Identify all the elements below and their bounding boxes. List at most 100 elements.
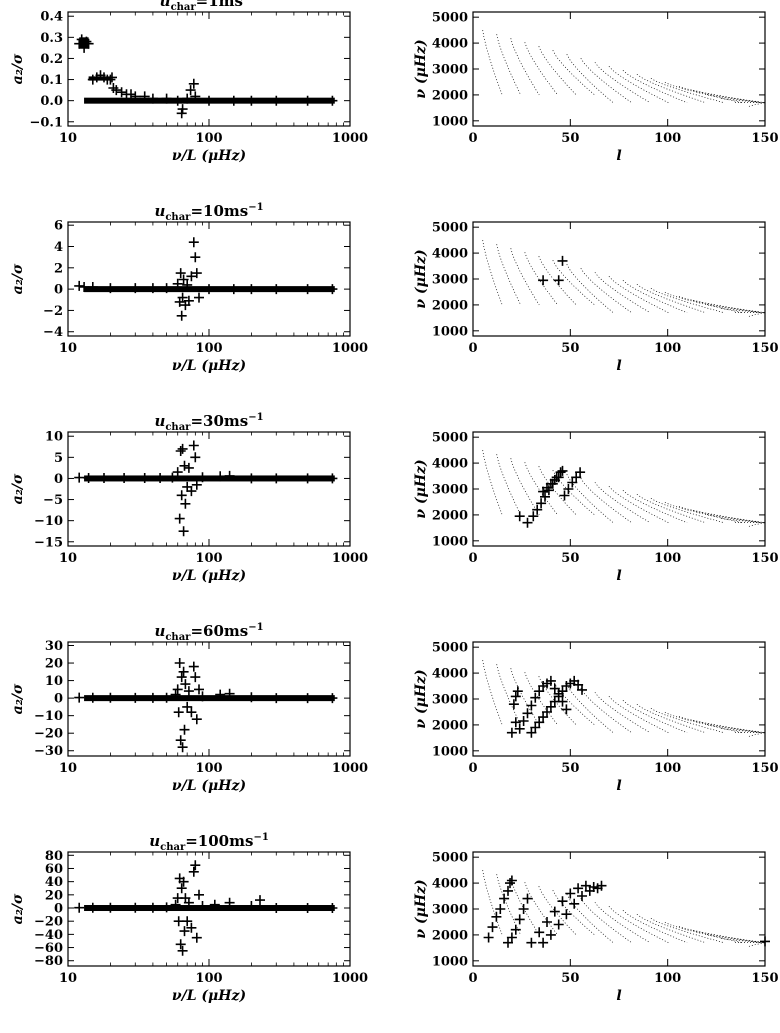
ridge-curve — [622, 490, 688, 524]
data-point — [107, 72, 117, 83]
data-point — [495, 904, 506, 914]
y-tick-label: 3000 — [432, 483, 468, 498]
ridge-curve — [594, 902, 651, 943]
y-tick-label: 5000 — [432, 221, 468, 236]
data-point — [139, 91, 150, 102]
ridge-curve — [692, 720, 766, 734]
x-axis-label: l — [616, 778, 621, 794]
data-point — [172, 467, 183, 478]
ridge-curve — [552, 680, 595, 726]
data-point — [178, 666, 189, 677]
plot-frame — [472, 11, 766, 127]
ridge-curve — [594, 62, 651, 103]
data-point — [179, 724, 190, 735]
data-point — [87, 902, 98, 913]
ridge-curve — [650, 77, 725, 104]
y-tick-label: 40 — [45, 875, 63, 890]
data-point — [506, 875, 517, 886]
ridge-curve — [524, 252, 558, 306]
data-point — [545, 675, 556, 686]
data-point — [190, 91, 201, 102]
ridge-curve — [678, 716, 762, 734]
data-point — [175, 735, 186, 746]
ridge-curve — [538, 466, 577, 516]
x-tick-label: 50 — [561, 971, 579, 986]
plot-frame — [472, 851, 766, 967]
data-point — [87, 282, 98, 292]
data-point — [555, 467, 566, 478]
data-point — [83, 473, 94, 483]
ridge-curve — [510, 38, 540, 96]
data-point — [549, 696, 560, 707]
data-point — [302, 693, 313, 704]
data-point — [271, 903, 282, 913]
y-tick-label: 60 — [45, 862, 63, 877]
x-tick-label: 100 — [195, 971, 222, 986]
data-point — [518, 716, 529, 726]
data-point — [512, 686, 523, 697]
data-point — [147, 93, 158, 104]
ridge-curve — [706, 514, 766, 524]
data-point — [302, 284, 313, 295]
data-point — [183, 686, 194, 697]
x-tick-label: 150 — [751, 971, 778, 986]
ridge-curve — [636, 494, 706, 524]
data-point — [175, 939, 186, 950]
x-tick-label: 100 — [654, 131, 681, 146]
data-point — [528, 511, 539, 522]
y-tick-label: −10 — [34, 709, 63, 724]
data-point — [99, 473, 109, 483]
ridge-curve — [608, 276, 669, 314]
data-point — [130, 692, 141, 703]
data-point — [545, 929, 556, 940]
plot-frame — [472, 431, 766, 547]
data-point — [183, 295, 194, 306]
ridge-curve — [594, 272, 651, 313]
x-tick-label: 100 — [195, 131, 222, 146]
plot-frame — [67, 221, 351, 337]
y-tick-label: 1000 — [432, 954, 468, 969]
x-tick-label: 10 — [59, 131, 77, 146]
data-point — [177, 443, 188, 454]
data-point — [522, 708, 533, 719]
y-tick-label: −4 — [43, 325, 63, 340]
data-point — [569, 898, 580, 909]
y-tick-label: 2000 — [432, 298, 468, 313]
ridge-curve — [510, 458, 540, 516]
data-point — [553, 919, 564, 930]
data-point — [534, 717, 545, 728]
data-point — [246, 473, 257, 484]
data-point — [79, 42, 90, 53]
y-tick-label: 20 — [45, 888, 63, 903]
data-point — [302, 95, 313, 106]
data-point — [182, 481, 193, 492]
data-point — [499, 893, 510, 904]
y-tick-label: 10 — [45, 674, 63, 689]
y-tick-label: 3000 — [432, 273, 468, 288]
panel-l-nu-diagram: 1000 2000 3000 4000 5000 0 50 100 150 l ν (μHz) — [413, 641, 779, 794]
data-point — [538, 712, 549, 723]
data-point — [491, 911, 502, 922]
x-tick-label: 100 — [195, 551, 222, 566]
data-point — [271, 95, 282, 106]
data-point — [76, 34, 87, 45]
ridge-curve — [580, 898, 632, 943]
data-point — [197, 901, 208, 911]
ridge-curve — [538, 886, 577, 936]
ridge-curve — [496, 34, 522, 96]
y-axis-label: a₂/σ — [10, 893, 26, 924]
ridge-curve — [580, 268, 632, 313]
data-point — [596, 880, 607, 891]
data-point — [197, 472, 208, 483]
y-tick-label: −40 — [34, 928, 63, 943]
data-point — [522, 893, 533, 904]
data-point — [514, 914, 525, 925]
y-tick-label: 5000 — [432, 11, 468, 26]
ridge-curve — [482, 450, 503, 516]
y-tick-label: 6 — [54, 219, 63, 234]
data-point — [177, 945, 188, 956]
y-tick-label: 0.1 — [40, 73, 63, 88]
data-point — [553, 472, 564, 483]
data-point — [178, 876, 189, 887]
data-point — [194, 684, 204, 695]
